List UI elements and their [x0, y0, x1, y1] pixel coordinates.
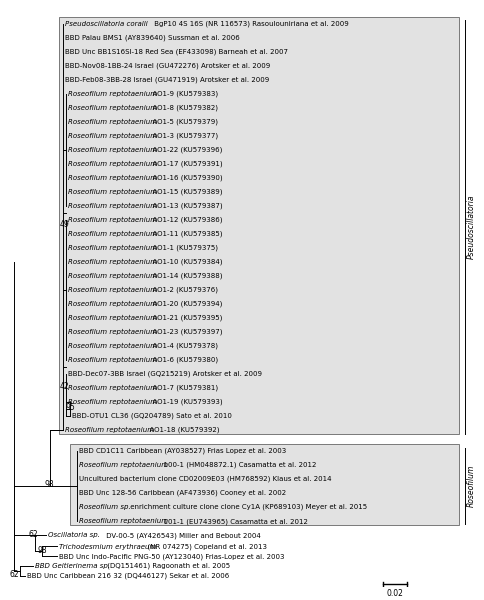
Text: Roseofilum reptotaenium: Roseofilum reptotaenium	[68, 315, 157, 321]
Text: BBD-OTU1 CL36 (GQ204789) Sato et al. 2010: BBD-OTU1 CL36 (GQ204789) Sato et al. 201…	[73, 413, 232, 419]
Text: Roseofilum reptotaenium: Roseofilum reptotaenium	[68, 217, 157, 223]
Text: Roseofilum reptotaenium: Roseofilum reptotaenium	[68, 175, 157, 181]
Text: Roseofilum reptotaenium: Roseofilum reptotaenium	[68, 147, 157, 153]
Text: Roseofilum reptotaenium: Roseofilum reptotaenium	[68, 231, 157, 237]
Text: AO1-18 (KU579392): AO1-18 (KU579392)	[145, 427, 219, 433]
Text: AO1-5 (KU579379): AO1-5 (KU579379)	[148, 119, 218, 125]
Text: AO1-20 (KU579394): AO1-20 (KU579394)	[148, 301, 223, 307]
Text: AO1-3 (KU579377): AO1-3 (KU579377)	[148, 133, 218, 139]
Text: Pseudoscillatoria: Pseudoscillatoria	[467, 195, 476, 259]
Text: Roseofilum reptotaenium: Roseofilum reptotaenium	[68, 189, 157, 195]
Text: BBD Unc 128-56 Caribbean (AF473936) Cooney et al. 2002: BBD Unc 128-56 Caribbean (AF473936) Coon…	[79, 490, 286, 496]
Text: AO1-14 (KU579388): AO1-14 (KU579388)	[148, 273, 223, 279]
Text: Roseofilum reptotaenium: Roseofilum reptotaenium	[68, 133, 157, 139]
Text: Roseofilum reptotaenium: Roseofilum reptotaenium	[68, 105, 157, 111]
Text: Roseofilum reptotaenium: Roseofilum reptotaenium	[68, 287, 157, 293]
Text: Roseofilum reptotaenium: Roseofilum reptotaenium	[79, 518, 168, 524]
Text: (NR 074275) Copeland et al. 2013: (NR 074275) Copeland et al. 2013	[143, 543, 267, 550]
Bar	[60, 17, 459, 434]
Text: Oscillatoria sp.: Oscillatoria sp.	[48, 532, 101, 538]
Text: Roseofilum reptotaenium: Roseofilum reptotaenium	[68, 273, 157, 279]
Text: AO1-7 (KU579381): AO1-7 (KU579381)	[148, 385, 218, 391]
Text: 42: 42	[60, 382, 69, 391]
Text: 49: 49	[60, 220, 69, 229]
Text: AO1-10 (KU579384): AO1-10 (KU579384)	[148, 259, 223, 265]
Text: BgP10 4S 16S (NR 116573) Rasoulouniriana et al. 2009: BgP10 4S 16S (NR 116573) Rasoulouniriana…	[152, 20, 348, 27]
Text: 101-1 (EU743965) Casamatta et al. 2012: 101-1 (EU743965) Casamatta et al. 2012	[159, 518, 308, 524]
Text: AO1-11 (KU579385): AO1-11 (KU579385)	[148, 231, 223, 237]
Text: AO1-17 (KU579391): AO1-17 (KU579391)	[148, 161, 223, 167]
Text: BBD-Dec07-3BB Israel (GQ215219) Arotsker et al. 2009: BBD-Dec07-3BB Israel (GQ215219) Arotsker…	[68, 371, 262, 377]
Text: BBD Palau BMS1 (AY839640) Sussman et al. 2006: BBD Palau BMS1 (AY839640) Sussman et al.…	[65, 35, 240, 41]
Text: Roseofilum reptotaenium: Roseofilum reptotaenium	[68, 245, 157, 251]
Text: 98: 98	[38, 546, 47, 555]
Text: Roseofilum reptotaenium: Roseofilum reptotaenium	[68, 161, 157, 167]
Text: BBD Geitlerinema sp.: BBD Geitlerinema sp.	[35, 563, 110, 569]
Text: Roseofilum reptotaenium: Roseofilum reptotaenium	[68, 203, 157, 209]
Text: Roseofilum reptotaenium: Roseofilum reptotaenium	[79, 462, 168, 468]
Text: 98: 98	[44, 481, 54, 490]
Text: 0.02: 0.02	[387, 589, 404, 598]
Text: AO1-6 (KU579380): AO1-6 (KU579380)	[148, 357, 218, 364]
Text: AO1-13 (KU579387): AO1-13 (KU579387)	[148, 203, 223, 209]
Text: Roseofilum sp.: Roseofilum sp.	[79, 504, 131, 510]
Text: AO1-9 (KU579383): AO1-9 (KU579383)	[148, 91, 218, 97]
Text: BBD-Nov08-1BB-24 Israel (GU472276) Arotsker et al. 2009: BBD-Nov08-1BB-24 Israel (GU472276) Arots…	[65, 62, 270, 69]
Text: BBD-Feb08-3BB-28 Israel (GU471919) Arotsker et al. 2009: BBD-Feb08-3BB-28 Israel (GU471919) Arots…	[65, 77, 269, 83]
Text: 100-1 (HM048872.1) Casamatta et al. 2012: 100-1 (HM048872.1) Casamatta et al. 2012	[159, 462, 317, 469]
Text: Roseofilum reptotaenium: Roseofilum reptotaenium	[68, 91, 157, 97]
Text: Roseofilum reptotaenium: Roseofilum reptotaenium	[68, 119, 157, 125]
Text: 62: 62	[29, 530, 39, 539]
Text: Roseofilum reptotaenium: Roseofilum reptotaenium	[65, 427, 154, 433]
Text: AO1-16 (KU579390): AO1-16 (KU579390)	[148, 175, 223, 181]
Text: AO1-12 (KU579386): AO1-12 (KU579386)	[148, 217, 223, 223]
Text: Roseofilum reptotaenium: Roseofilum reptotaenium	[68, 385, 157, 391]
Bar	[70, 444, 459, 526]
Text: Trichodesmium erythraeum: Trichodesmium erythraeum	[60, 544, 157, 550]
Text: Roseofilum reptotaenium: Roseofilum reptotaenium	[68, 301, 157, 307]
Text: BBD Unc Caribbean 216 32 (DQ446127) Sekar et al. 2006: BBD Unc Caribbean 216 32 (DQ446127) Seka…	[27, 572, 229, 579]
Text: (DQ151461) Ragoonath et al. 2005: (DQ151461) Ragoonath et al. 2005	[105, 563, 230, 569]
Text: DV-00-5 (AY426543) Miller and Bebout 2004: DV-00-5 (AY426543) Miller and Bebout 200…	[104, 532, 261, 539]
Text: AO1-2 (KU579376): AO1-2 (KU579376)	[148, 287, 218, 293]
Text: Roseofilum reptotaenium: Roseofilum reptotaenium	[68, 343, 157, 349]
Text: BBD Unc Indo-Pacific PNG-50 (AY123040) Frias-Lopez et al. 2003: BBD Unc Indo-Pacific PNG-50 (AY123040) F…	[60, 553, 285, 560]
Text: Pseudoscillatoria coralli: Pseudoscillatoria coralli	[65, 21, 148, 27]
Text: AO1-22 (KU579396): AO1-22 (KU579396)	[148, 146, 223, 153]
Text: enrichment culture clone clone Cy1A (KP689103) Meyer et al. 2015: enrichment culture clone clone Cy1A (KP6…	[128, 504, 367, 511]
Text: Roseofilum reptotaenium: Roseofilum reptotaenium	[68, 329, 157, 335]
Text: Roseofilum reptotaenium: Roseofilum reptotaenium	[68, 399, 157, 405]
Text: BBD Unc BB1S16SI-18 Red Sea (EF433098) Barneah et al. 2007: BBD Unc BB1S16SI-18 Red Sea (EF433098) B…	[65, 49, 288, 55]
Text: AO1-21 (KU579395): AO1-21 (KU579395)	[148, 315, 223, 322]
Text: 95: 95	[66, 403, 76, 412]
Text: Uncultured bacterium clone CD02009E03 (HM768592) Klaus et al. 2014: Uncultured bacterium clone CD02009E03 (H…	[79, 476, 332, 482]
Text: BBD CD1C11 Caribbean (AY038527) Frias Lopez et al. 2003: BBD CD1C11 Caribbean (AY038527) Frias Lo…	[79, 448, 286, 454]
Text: Roseofilum: Roseofilum	[467, 465, 476, 508]
Text: AO1-8 (KU579382): AO1-8 (KU579382)	[148, 104, 218, 111]
Text: Roseofilum reptotaenium: Roseofilum reptotaenium	[68, 357, 157, 363]
Text: AO1-1 (KU579375): AO1-1 (KU579375)	[148, 245, 218, 251]
Text: AO1-4 (KU579378): AO1-4 (KU579378)	[148, 343, 218, 349]
Text: AO1-23 (KU579397): AO1-23 (KU579397)	[148, 329, 223, 335]
Text: 62: 62	[9, 570, 19, 579]
Text: AO1-19 (KU579393): AO1-19 (KU579393)	[148, 399, 223, 406]
Text: AO1-15 (KU579389): AO1-15 (KU579389)	[148, 189, 223, 195]
Text: Roseofilum reptotaenium: Roseofilum reptotaenium	[68, 259, 157, 265]
